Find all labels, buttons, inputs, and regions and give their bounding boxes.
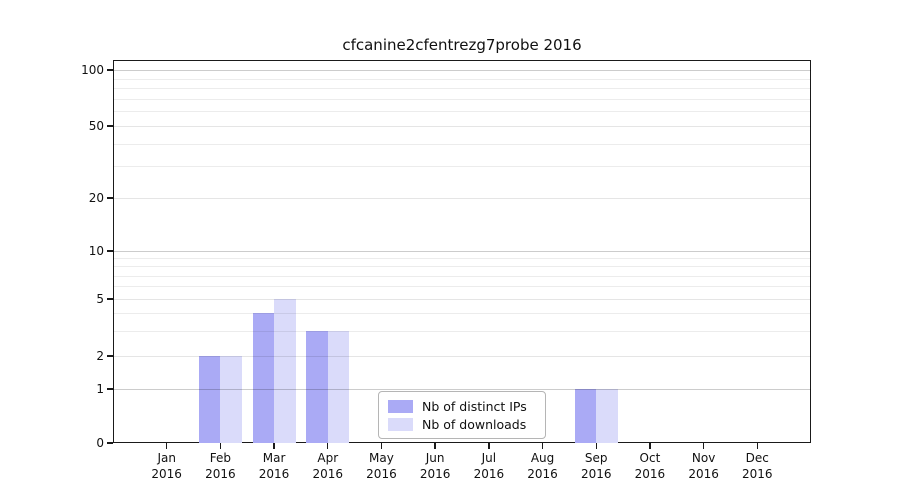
x-tick-mark-dec	[756, 443, 758, 449]
y-tick-mark-5	[107, 298, 113, 300]
x-tick-mark-jul	[488, 443, 490, 449]
legend-swatch-distinct-ips	[388, 399, 413, 413]
x-tick-label-sep: Sep 2016	[580, 451, 612, 481]
legend-swatch-downloads	[388, 417, 413, 431]
x-tick-label-nov: Nov 2016	[688, 451, 719, 481]
bar-nb-of-distinct-ips-apr	[306, 330, 328, 443]
y-tick-label-100: 100	[81, 62, 104, 77]
x-tick-mark-jun	[434, 443, 436, 449]
x-tick-label-mar: Mar 2016	[258, 451, 290, 481]
x-tick-label-feb: Feb 2016	[205, 451, 236, 481]
y-tick-label-10: 10	[88, 244, 104, 258]
x-tick-mark-apr	[327, 443, 329, 449]
legend: Nb of distinct IPs Nb of downloads	[378, 391, 546, 439]
x-tick-mark-oct	[649, 443, 651, 449]
bar-nb-of-downloads-apr	[327, 330, 350, 443]
legend-item-distinct-ips: Nb of distinct IPs	[388, 399, 536, 414]
x-tick-mark-aug	[541, 443, 544, 449]
y-tick-mark-100	[107, 69, 113, 71]
y-tick-mark-10	[107, 250, 113, 252]
x-tick-label-oct: Oct 2016	[634, 451, 666, 481]
bar-nb-of-distinct-ips-mar	[252, 312, 275, 443]
x-tick-label-dec: Dec 2016	[742, 451, 773, 481]
bar-nb-of-distinct-ips-sep	[574, 388, 597, 443]
y-tick-label-20: 20	[88, 190, 104, 205]
legend-label-downloads: Nb of downloads	[422, 416, 527, 432]
x-tick-mark-nov	[702, 443, 705, 449]
y-tick-label-1: 1	[96, 381, 104, 396]
y-tick-mark-50	[107, 125, 113, 127]
y-tick-label-0: 0	[96, 436, 104, 450]
legend-label-distinct-ips: Nb of distinct IPs	[422, 398, 527, 414]
y-tick-label-50: 50	[88, 118, 104, 133]
x-tick-mark-sep	[595, 443, 597, 449]
x-tick-label-jun: Jun 2016	[419, 451, 451, 481]
bar-nb-of-distinct-ips-feb	[198, 355, 221, 443]
x-tick-label-apr: Apr 2016	[312, 451, 344, 481]
y-tick-mark-0	[107, 442, 113, 444]
x-tick-mark-mar	[273, 443, 275, 449]
legend-item-downloads: Nb of downloads	[388, 417, 536, 432]
bar-nb-of-downloads-mar	[274, 298, 296, 443]
x-tick-label-jul: Jul 2016	[473, 451, 505, 481]
x-tick-label-jan: Jan 2016	[151, 451, 182, 481]
bar-nb-of-downloads-sep	[596, 388, 618, 443]
y-tick-label-5: 5	[96, 291, 104, 306]
x-tick-mark-may	[380, 443, 383, 449]
bar-nb-of-downloads-feb	[220, 355, 242, 443]
y-tick-mark-20	[107, 197, 113, 199]
x-tick-mark-jan	[165, 443, 168, 449]
y-tick-mark-2	[107, 355, 113, 357]
x-tick-label-aug: Aug 2016	[527, 451, 558, 481]
x-tick-label-may: May 2016	[366, 451, 397, 481]
x-tick-mark-feb	[219, 443, 222, 449]
y-tick-mark-1	[107, 388, 113, 390]
y-tick-label-2: 2	[96, 348, 104, 363]
chart-title: cfcanine2cfentrezg7probe 2016	[342, 36, 582, 54]
